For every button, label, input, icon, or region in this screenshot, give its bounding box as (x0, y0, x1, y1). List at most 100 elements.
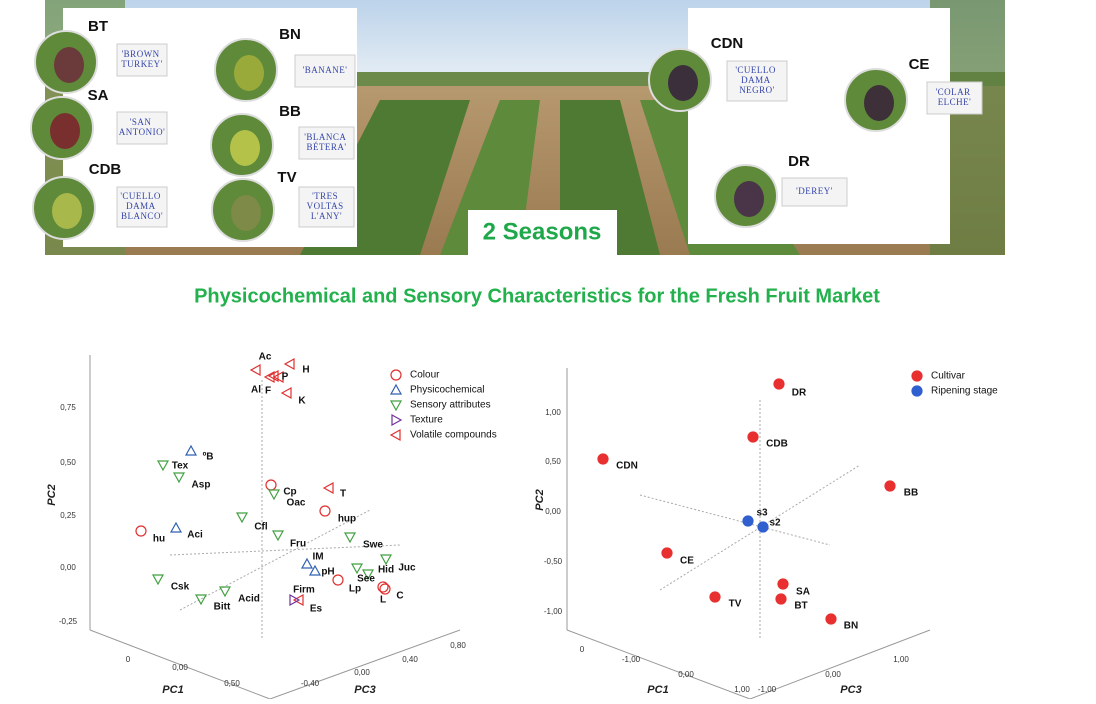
axis-label: PC3 (840, 684, 861, 696)
point (235, 512, 249, 524)
point (308, 564, 322, 576)
point-label: Cfl (254, 522, 268, 533)
point-label: s3 (756, 508, 768, 519)
cultivar-name: 'BANANE' (303, 65, 348, 75)
point-label: DR (792, 388, 807, 399)
legend-marker (389, 400, 403, 412)
axis-label: PC2 (534, 489, 546, 510)
name-box (294, 54, 356, 88)
point-label: CE (680, 556, 694, 567)
point-label: Es (310, 604, 323, 615)
z-tick-label: 0,00 (825, 670, 841, 679)
point-label: TV (729, 599, 742, 610)
point (267, 489, 281, 501)
cultivar-code: BT (88, 18, 108, 35)
axis-label: PC1 (162, 684, 183, 696)
name-box (116, 111, 168, 145)
legend-label: Sensory attributes (410, 400, 491, 411)
point (300, 557, 314, 569)
fig (54, 47, 84, 83)
title: Physicochemical and Sensory Characterist… (194, 285, 880, 307)
point-label: Swe (363, 540, 383, 551)
point-label: Cp (283, 487, 296, 498)
x-tick-label: 1,00 (734, 685, 750, 694)
cultivar-code: BN (279, 26, 301, 43)
cultivar-name: 'TRES VOLTAS L'ANY' (307, 191, 347, 221)
point (661, 547, 673, 559)
legend-marker (911, 385, 923, 397)
point (747, 431, 759, 443)
x-tick-label: 0 (126, 655, 131, 664)
point (825, 613, 837, 625)
legend-label: Ripening stage (931, 386, 998, 397)
point (709, 591, 721, 603)
point (194, 594, 208, 606)
y-tick-label: 0,75 (60, 403, 76, 412)
point (263, 370, 275, 384)
name-box (781, 177, 848, 207)
point (172, 472, 186, 484)
legend-label: Colour (410, 370, 440, 381)
seasons-box (468, 210, 617, 256)
legend-marker (911, 370, 923, 382)
point-label: Tex (172, 461, 189, 472)
x-tick-label: 0,50 (224, 679, 240, 688)
point (280, 386, 292, 400)
cultivar-code: TV (277, 169, 296, 186)
point (332, 574, 344, 586)
point (271, 530, 285, 542)
fig (234, 55, 264, 91)
point-label: CDB (766, 439, 788, 450)
axis-label: PC3 (354, 684, 375, 696)
point-label: See (357, 574, 375, 585)
point-label: BB (904, 488, 918, 499)
x-tick-label: -1,00 (622, 655, 641, 664)
point-label: hup (338, 514, 356, 525)
point-label: Asp (192, 480, 211, 491)
point-label: IM (312, 552, 323, 563)
y-tick-label: 1,00 (545, 408, 561, 417)
point-label: F (265, 386, 271, 397)
cultivar-name: 'COLAR ELCHE' (936, 87, 974, 107)
axis-label: PC1 (647, 684, 668, 696)
fig (864, 85, 894, 121)
point (777, 578, 789, 590)
point-label: Juc (398, 563, 416, 574)
y-tick-label: 0,00 (60, 563, 76, 572)
x-tick-label: 0,00 (172, 663, 188, 672)
name-box (116, 186, 168, 228)
fig (50, 113, 80, 149)
legend-marker (389, 428, 401, 442)
point (742, 515, 754, 527)
point-label: H (302, 365, 309, 376)
point (379, 554, 393, 566)
cultivar-name: 'BROWN TURKEY' (121, 49, 163, 69)
z-tick-label: 0,00 (354, 668, 370, 677)
point (773, 378, 785, 390)
point (350, 563, 364, 575)
x-tick-label: 0,00 (678, 670, 694, 679)
point-label: Fru (290, 539, 306, 550)
point-label: Oac (287, 498, 306, 509)
point-label: BT (794, 601, 807, 612)
legend-marker (389, 383, 403, 395)
y-tick-label: -0,50 (544, 557, 563, 566)
point (292, 593, 304, 607)
left-plot-frame (89, 355, 461, 700)
axis-label: PC2 (46, 484, 58, 505)
y-tick-label: 0,00 (545, 507, 561, 516)
cultivar-code: CDB (89, 161, 122, 178)
point-label: SA (796, 587, 810, 598)
cultivar-code: CE (909, 56, 930, 73)
point (361, 569, 375, 581)
cultivar-code: SA (88, 87, 109, 104)
point (757, 521, 769, 533)
point (267, 369, 279, 383)
y-tick-label: 0,50 (545, 457, 561, 466)
point-label: Firm (293, 585, 315, 596)
point-label: BN (844, 621, 858, 632)
x-tick-label: 0 (580, 645, 585, 654)
point (156, 460, 170, 472)
name-box (926, 81, 983, 115)
